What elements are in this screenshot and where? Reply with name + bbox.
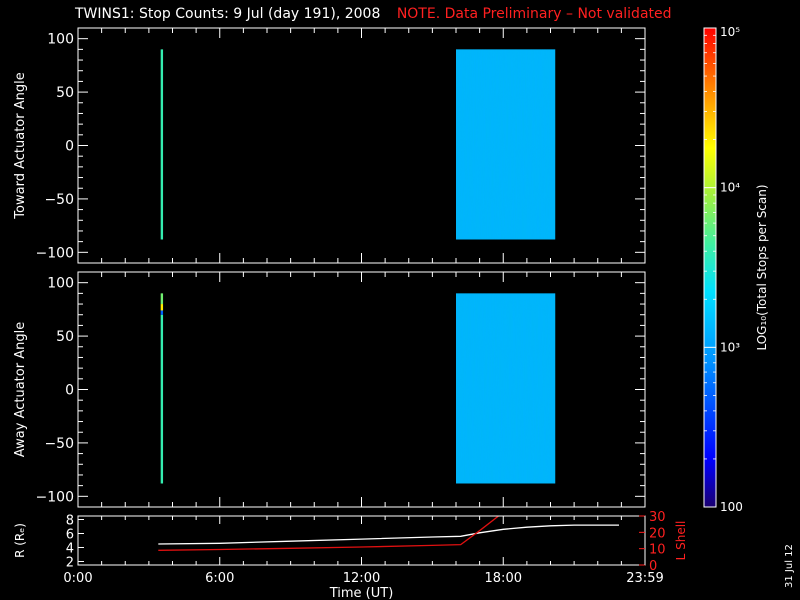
ytick-label: −50 [44,192,74,208]
heatmap-block-3 [160,293,164,305]
toward-panel: 100 50 0 −50 −100 Toward Actuator Angle [13,27,646,264]
ytick-label-left: 6 [66,528,74,543]
ytick-label: −100 [36,245,74,261]
colorbar-tick-label: 10⁴ [720,181,740,195]
ytick-label: 0 [65,139,74,155]
colorbar: 10⁵ 10⁴ 10³ 100 LOG₁₀(Total Stops per Scan) [703,25,769,514]
ytick-label: 50 [56,85,74,101]
title-line: TWINS1: Stop Counts: 9 Jul (day 191), 20… [75,6,672,24]
colorbar-ramp [703,27,717,508]
ytick-label: 0 [65,383,74,399]
preliminary-note: NOTE. Data Preliminary – Not validated [396,6,672,22]
ytick-label-right: 10 [649,543,666,558]
xtick-label: 12:00 [343,571,380,586]
heatmap-block-0 [160,314,164,484]
heatmap-texture-4 [456,293,556,484]
ytick-label: −50 [44,436,74,452]
heatmap-texture-1 [456,49,556,240]
away-panel: 100 50 0 −50 −100 Away Actuator Angle [13,271,646,508]
series-line-1 [158,515,499,551]
colorbar-tick-label: 10⁵ [720,25,740,39]
colorbar-tick-label: 10³ [720,340,740,354]
ylabel-left: R (Rₑ) [13,523,27,558]
heatmap-block-2 [160,304,164,311]
ytick-label-left: 8 [66,514,74,529]
colorbar-tick-label: 100 [720,500,743,514]
ytick-label-right: 20 [649,526,666,541]
heatmap-block-0 [160,49,164,240]
ytick-label: 50 [56,329,74,345]
ylabel: Toward Actuator Angle [13,72,28,219]
xtick-label: 6:00 [205,571,234,586]
ytick-label-right: 0 [649,559,657,574]
ytick-label-left: 4 [66,542,74,557]
series-line-0 [158,524,619,545]
ylabel-right: L Shell [674,521,688,561]
ylabel: Away Actuator Angle [13,322,28,457]
xtick-label: 23:59 [626,571,663,586]
xlabel: Time (UT) [329,586,394,600]
ytick-label-left: 2 [66,556,74,571]
ytick-label: −100 [36,489,74,505]
chart-title: TWINS1: Stop Counts: 9 Jul (day 191), 20… [75,6,381,22]
xtick-label: 0:00 [63,571,92,586]
side-stamp: 31 Jul 12 [784,544,795,588]
ytick-label: 100 [47,276,74,292]
heatmap-block-1 [160,310,164,315]
xtick-label: 18:00 [485,571,522,586]
ytick-label-right: 30 [649,510,666,525]
colorbar-label: LOG₁₀(Total Stops per Scan) [755,184,769,350]
ytick-label: 100 [47,32,74,48]
